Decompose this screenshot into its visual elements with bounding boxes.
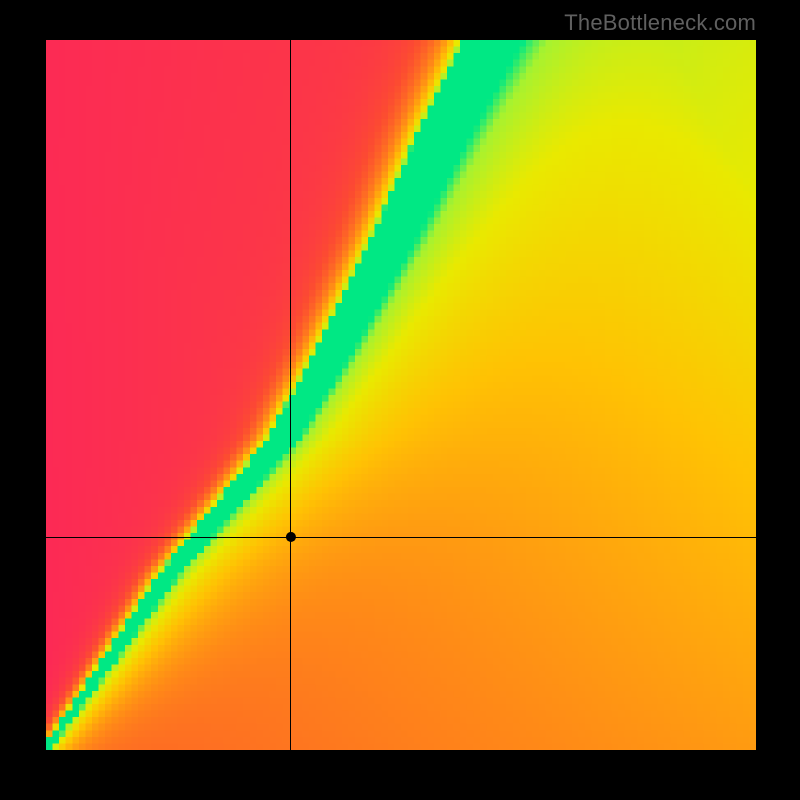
watermark-text: TheBottleneck.com	[564, 10, 756, 36]
crosshair-marker	[46, 40, 756, 750]
chart-container: TheBottleneck.com	[0, 0, 800, 800]
plot-area	[46, 40, 756, 750]
